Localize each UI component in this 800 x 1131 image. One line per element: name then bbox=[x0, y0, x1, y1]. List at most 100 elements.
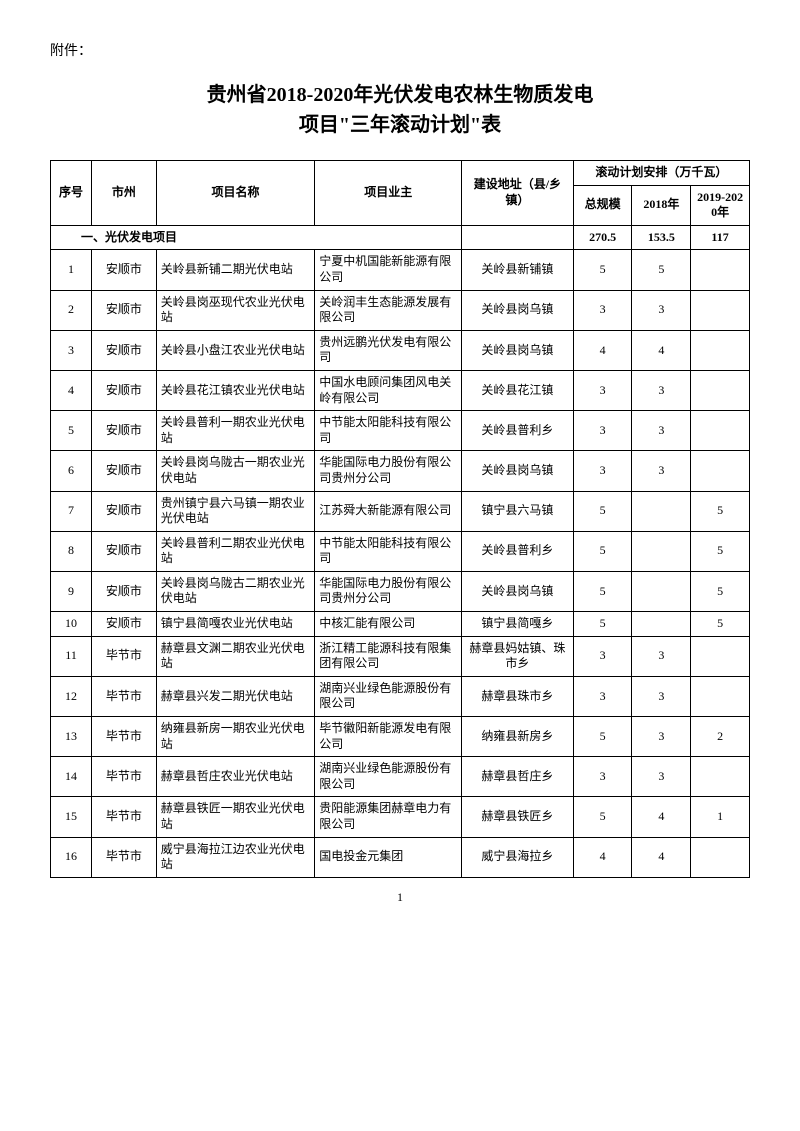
header-y2019-2020: 2019-2020年 bbox=[691, 185, 750, 225]
cell-name: 关岭县岗乌陇古二期农业光伏电站 bbox=[156, 571, 315, 611]
cell-name: 关岭县普利二期农业光伏电站 bbox=[156, 531, 315, 571]
cell-addr: 关岭县普利乡 bbox=[462, 411, 574, 451]
cell-owner: 浙江精工能源科技有限集团有限公司 bbox=[315, 636, 462, 676]
cell-name: 关岭县小盘江农业光伏电站 bbox=[156, 330, 315, 370]
table-row: 9安顺市关岭县岗乌陇古二期农业光伏电站华能国际电力股份有限公司贵州分公司关岭县岗… bbox=[51, 571, 750, 611]
table-row: 16毕节市威宁县海拉江边农业光伏电站国电投金元集团威宁县海拉乡44 bbox=[51, 837, 750, 877]
cell-name: 关岭县岗巫现代农业光伏电站 bbox=[156, 290, 315, 330]
cell-city: 安顺市 bbox=[92, 370, 157, 410]
cell-seq: 14 bbox=[51, 757, 92, 797]
cell-owner: 中国水电顾问集团风电关岭有限公司 bbox=[315, 370, 462, 410]
cell-addr: 关岭县普利乡 bbox=[462, 531, 574, 571]
cell-addr: 赫章县哲庄乡 bbox=[462, 757, 574, 797]
cell-addr: 镇宁县六马镇 bbox=[462, 491, 574, 531]
cell-seq: 4 bbox=[51, 370, 92, 410]
table-header: 序号 市州 项目名称 项目业主 建设地址（县/乡镇） 滚动计划安排（万千瓦） 总… bbox=[51, 161, 750, 226]
cell-addr: 赫章县妈姑镇、珠市乡 bbox=[462, 636, 574, 676]
cell-y2018: 3 bbox=[632, 370, 691, 410]
header-seq: 序号 bbox=[51, 161, 92, 226]
cell-city: 毕节市 bbox=[92, 717, 157, 757]
section-label: 一、光伏发电项目 bbox=[51, 225, 462, 250]
cell-y2019-2020: 5 bbox=[691, 491, 750, 531]
cell-y2018: 3 bbox=[632, 757, 691, 797]
cell-total: 4 bbox=[573, 837, 632, 877]
cell-y2019-2020 bbox=[691, 250, 750, 290]
header-name: 项目名称 bbox=[156, 161, 315, 226]
cell-y2018: 5 bbox=[632, 250, 691, 290]
cell-seq: 7 bbox=[51, 491, 92, 531]
section-total: 270.5 bbox=[573, 225, 632, 250]
cell-seq: 3 bbox=[51, 330, 92, 370]
cell-name: 关岭县岗乌陇古一期农业光伏电站 bbox=[156, 451, 315, 491]
cell-seq: 1 bbox=[51, 250, 92, 290]
cell-total: 5 bbox=[573, 571, 632, 611]
table-row: 14毕节市赫章县哲庄农业光伏电站湖南兴业绿色能源股份有限公司赫章县哲庄乡33 bbox=[51, 757, 750, 797]
cell-owner: 湖南兴业绿色能源股份有限公司 bbox=[315, 676, 462, 716]
cell-owner: 中节能太阳能科技有限公司 bbox=[315, 531, 462, 571]
cell-city: 安顺市 bbox=[92, 612, 157, 637]
cell-y2019-2020 bbox=[691, 411, 750, 451]
cell-y2019-2020 bbox=[691, 636, 750, 676]
cell-city: 毕节市 bbox=[92, 676, 157, 716]
cell-seq: 11 bbox=[51, 636, 92, 676]
header-y2018: 2018年 bbox=[632, 185, 691, 225]
cell-city: 安顺市 bbox=[92, 571, 157, 611]
section-addr-blank bbox=[462, 225, 574, 250]
cell-y2018 bbox=[632, 612, 691, 637]
attachment-label: 附件： bbox=[50, 40, 750, 60]
cell-total: 5 bbox=[573, 797, 632, 837]
cell-y2018: 3 bbox=[632, 411, 691, 451]
cell-addr: 关岭县岗乌镇 bbox=[462, 571, 574, 611]
cell-total: 3 bbox=[573, 370, 632, 410]
cell-total: 4 bbox=[573, 330, 632, 370]
cell-owner: 毕节徽阳新能源发电有限公司 bbox=[315, 717, 462, 757]
cell-total: 5 bbox=[573, 491, 632, 531]
cell-y2019-2020 bbox=[691, 676, 750, 716]
cell-y2018: 3 bbox=[632, 636, 691, 676]
header-owner: 项目业主 bbox=[315, 161, 462, 226]
cell-seq: 13 bbox=[51, 717, 92, 757]
cell-addr: 纳雍县新房乡 bbox=[462, 717, 574, 757]
table-row: 4安顺市关岭县花江镇农业光伏电站中国水电顾问集团风电关岭有限公司关岭县花江镇33 bbox=[51, 370, 750, 410]
cell-y2018: 3 bbox=[632, 290, 691, 330]
cell-owner: 国电投金元集团 bbox=[315, 837, 462, 877]
cell-seq: 2 bbox=[51, 290, 92, 330]
table-row: 11毕节市赫章县文渊二期农业光伏电站浙江精工能源科技有限集团有限公司赫章县妈姑镇… bbox=[51, 636, 750, 676]
cell-addr: 镇宁县简嘎乡 bbox=[462, 612, 574, 637]
cell-seq: 15 bbox=[51, 797, 92, 837]
header-addr: 建设地址（县/乡镇） bbox=[462, 161, 574, 226]
cell-y2019-2020 bbox=[691, 290, 750, 330]
section-y2019-2020: 117 bbox=[691, 225, 750, 250]
cell-city: 毕节市 bbox=[92, 636, 157, 676]
cell-y2019-2020: 2 bbox=[691, 717, 750, 757]
cell-total: 3 bbox=[573, 411, 632, 451]
cell-addr: 威宁县海拉乡 bbox=[462, 837, 574, 877]
table-body: 一、光伏发电项目 270.5 153.5 117 1安顺市关岭县新铺二期光伏电站… bbox=[51, 225, 750, 877]
cell-owner: 宁夏中机国能新能源有限公司 bbox=[315, 250, 462, 290]
cell-y2019-2020: 1 bbox=[691, 797, 750, 837]
table-row: 8安顺市关岭县普利二期农业光伏电站中节能太阳能科技有限公司关岭县普利乡55 bbox=[51, 531, 750, 571]
cell-name: 赫章县兴发二期光伏电站 bbox=[156, 676, 315, 716]
cell-total: 3 bbox=[573, 757, 632, 797]
cell-seq: 8 bbox=[51, 531, 92, 571]
cell-y2018: 3 bbox=[632, 676, 691, 716]
cell-city: 毕节市 bbox=[92, 797, 157, 837]
cell-y2019-2020 bbox=[691, 330, 750, 370]
cell-addr: 关岭县花江镇 bbox=[462, 370, 574, 410]
cell-name: 威宁县海拉江边农业光伏电站 bbox=[156, 837, 315, 877]
cell-owner: 中节能太阳能科技有限公司 bbox=[315, 411, 462, 451]
table-row: 1安顺市关岭县新铺二期光伏电站宁夏中机国能新能源有限公司关岭县新铺镇55 bbox=[51, 250, 750, 290]
cell-city: 毕节市 bbox=[92, 757, 157, 797]
cell-y2019-2020 bbox=[691, 451, 750, 491]
cell-city: 安顺市 bbox=[92, 330, 157, 370]
cell-owner: 贵州远鹏光伏发电有限公司 bbox=[315, 330, 462, 370]
cell-y2019-2020: 5 bbox=[691, 571, 750, 611]
table-row: 2安顺市关岭县岗巫现代农业光伏电站关岭润丰生态能源发展有限公司关岭县岗乌镇33 bbox=[51, 290, 750, 330]
table-row: 13毕节市纳雍县新房一期农业光伏电站毕节徽阳新能源发电有限公司纳雍县新房乡532 bbox=[51, 717, 750, 757]
cell-total: 3 bbox=[573, 636, 632, 676]
cell-total: 3 bbox=[573, 676, 632, 716]
cell-seq: 10 bbox=[51, 612, 92, 637]
cell-owner: 华能国际电力股份有限公司贵州分公司 bbox=[315, 451, 462, 491]
header-city: 市州 bbox=[92, 161, 157, 226]
cell-addr: 赫章县珠市乡 bbox=[462, 676, 574, 716]
